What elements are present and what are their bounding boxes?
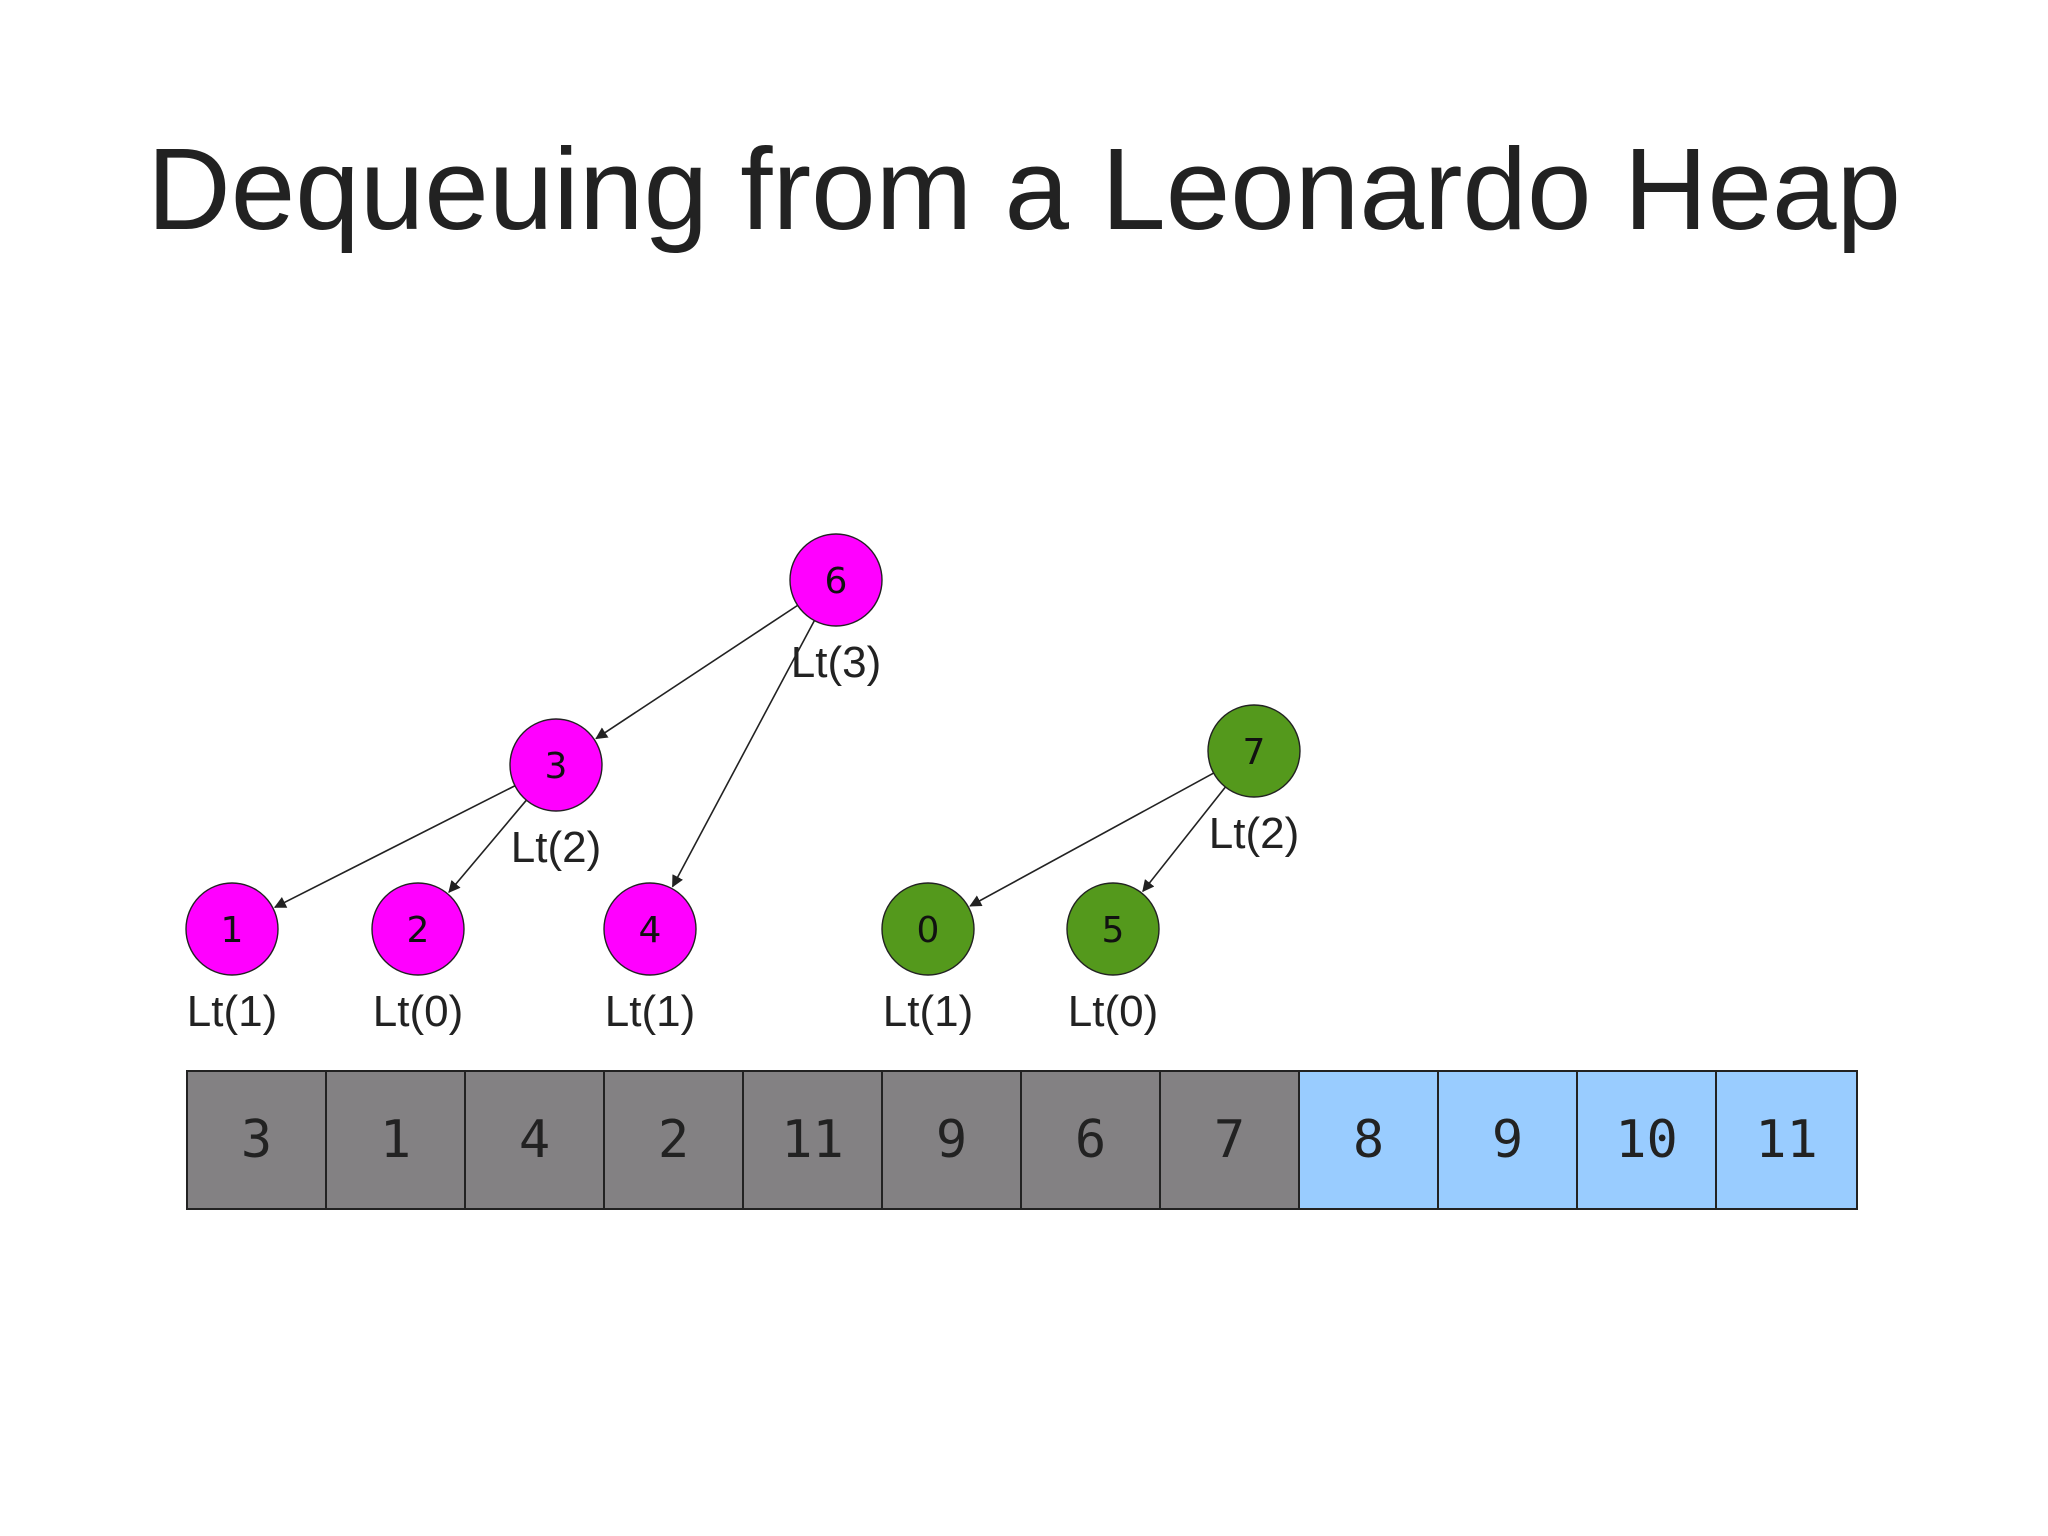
node-circle [1207, 704, 1301, 798]
tree-node-1: 1 Lt(1) [185, 882, 279, 1036]
node-circle [603, 882, 697, 976]
array-cell-free: 8 [1300, 1072, 1439, 1208]
array-cell-heap: 2 [605, 1072, 744, 1208]
tree-order-label: Lt(1) [187, 987, 277, 1036]
node-circle [881, 882, 975, 976]
tree-node-4: 4 Lt(1) [603, 882, 697, 1036]
node-value: 0 [917, 910, 940, 951]
tree-node-3: 3 Lt(2) [509, 718, 603, 872]
array-cell-free: 10 [1578, 1072, 1717, 1208]
edge-7-to-0 [969, 772, 1215, 907]
edge-3-to-2 [448, 799, 527, 894]
node-value: 1 [221, 910, 244, 951]
tree-node-0: 0 Lt(1) [881, 882, 975, 1036]
array-cell-heap: 9 [883, 1072, 1022, 1208]
tree-order-label: Lt(0) [373, 987, 463, 1036]
tree-order-label: Lt(2) [1209, 809, 1299, 858]
node-circle [509, 718, 603, 812]
node-circle [1066, 882, 1160, 976]
array-cell-free: 11 [1717, 1072, 1856, 1208]
node-circle [789, 533, 883, 627]
node-value: 7 [1243, 732, 1266, 773]
edge-3-to-1 [273, 785, 516, 909]
tree-node-5: 5 Lt(0) [1066, 882, 1160, 1036]
node-value: 4 [639, 910, 662, 951]
tree-order-label: Lt(1) [605, 987, 695, 1036]
array-cell-heap: 6 [1022, 1072, 1161, 1208]
array-cell-heap: 7 [1161, 1072, 1300, 1208]
tree-order-label: Lt(3) [791, 638, 881, 687]
node-value: 5 [1102, 910, 1125, 951]
node-value: 2 [407, 910, 430, 951]
tree-node-7: 7 Lt(2) [1207, 704, 1301, 858]
node-circle [371, 882, 465, 976]
slide-title: Dequeuing from a Leonardo Heap [146, 124, 1902, 254]
array-cell-heap: 11 [744, 1072, 883, 1208]
tree-order-label: Lt(1) [883, 987, 973, 1036]
array-cell-heap: 3 [188, 1072, 327, 1208]
edge-6-to-4 [671, 620, 816, 888]
node-circle [185, 882, 279, 976]
array-cell-free: 9 [1439, 1072, 1578, 1208]
node-value: 3 [545, 746, 568, 787]
edge-7-to-5 [1142, 786, 1227, 893]
tree-node-6: 6 Lt(3) [789, 533, 883, 687]
tree-order-label: Lt(0) [1068, 987, 1158, 1036]
tree-order-label: Lt(2) [511, 823, 601, 872]
array-cell-heap: 1 [327, 1072, 466, 1208]
node-value: 6 [825, 561, 848, 602]
array-cell-heap: 4 [466, 1072, 605, 1208]
heap-array: 3 1 4 2 11 9 6 7 8 9 10 11 [186, 1070, 1858, 1210]
edge-6-to-3 [595, 604, 799, 740]
tree-node-2: 2 Lt(0) [371, 882, 465, 1036]
